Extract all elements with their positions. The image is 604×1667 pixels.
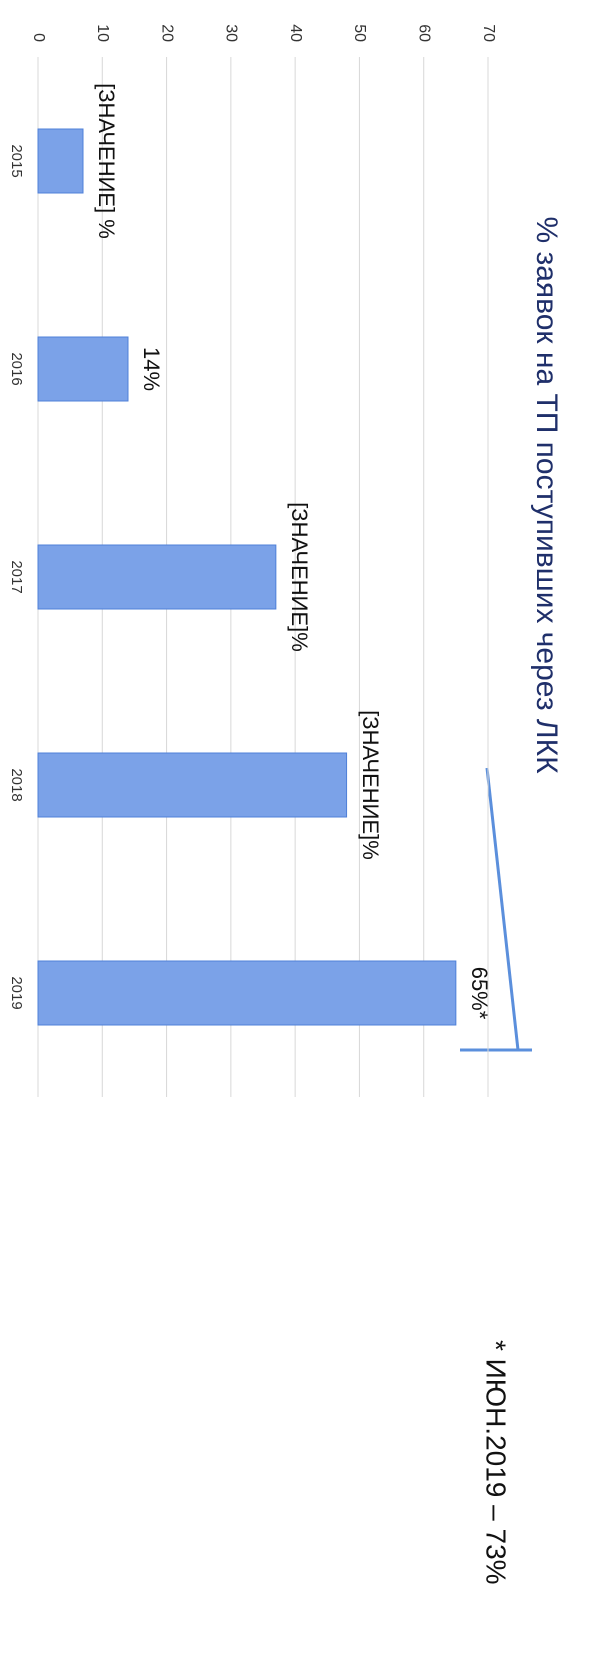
- y-tick-label: 50: [351, 24, 368, 42]
- y-tick-label: 0: [30, 33, 47, 42]
- y-tick-label: 10: [94, 24, 111, 42]
- x-tick-label: 2019: [8, 976, 25, 1009]
- bar: [37, 128, 84, 194]
- value-label: 65%*: [467, 967, 492, 1020]
- value-label: 14%: [139, 347, 164, 391]
- x-tick-label: 2018: [8, 768, 25, 801]
- y-tick-label: 30: [223, 24, 240, 42]
- y-tick-label: 40: [287, 24, 304, 42]
- x-tick-label: 2015: [8, 144, 25, 177]
- rotated-chart: % заявок на ТП поступивших через ЛКК * И…: [8, 24, 563, 1584]
- bar: [37, 752, 348, 818]
- y-tick-label: 60: [415, 24, 432, 42]
- value-label: [ЗНАЧЕНИЕ] %: [94, 83, 119, 239]
- chart-title: % заявок на ТП поступивших через ЛКК: [530, 216, 563, 774]
- bar: [37, 544, 277, 610]
- annotation: * ИЮН.2019 – 73%: [481, 1340, 512, 1585]
- bar: [37, 336, 129, 402]
- bar: [37, 960, 457, 1026]
- y-tick-label: 20: [158, 24, 175, 42]
- x-tick-label: 2016: [8, 352, 25, 385]
- callout-line: [485, 767, 520, 1051]
- x-tick-label: 2017: [8, 560, 25, 593]
- y-tick-label: 70: [480, 24, 497, 42]
- value-label: [ЗНАЧЕНИЕ]%: [358, 710, 383, 860]
- value-label: [ЗНАЧЕНИЕ]%: [287, 502, 312, 652]
